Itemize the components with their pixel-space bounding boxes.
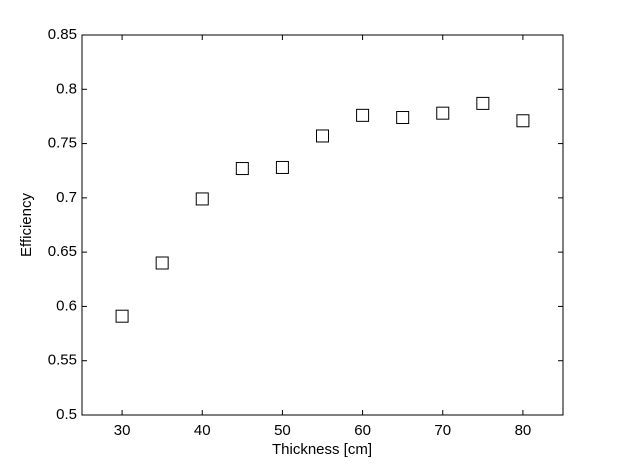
marker bbox=[516, 114, 530, 128]
x-tick-label: 50 bbox=[274, 422, 291, 439]
marker bbox=[356, 108, 370, 122]
plot-frame bbox=[81, 34, 564, 416]
marker bbox=[155, 256, 169, 270]
y-tick-label: 0.85 bbox=[48, 26, 77, 43]
y-tick-label: 0.75 bbox=[48, 135, 77, 152]
y-tick-label: 0.5 bbox=[56, 406, 77, 423]
y-tick-label: 0.55 bbox=[48, 352, 77, 369]
y-axis-label: Efficiency bbox=[18, 193, 35, 257]
marker bbox=[476, 96, 490, 110]
marker bbox=[396, 111, 410, 125]
x-tick-label: 70 bbox=[434, 422, 451, 439]
x-axis-label: Thickness [cm] bbox=[272, 441, 372, 458]
x-tick-label: 30 bbox=[114, 422, 131, 439]
x-tick-label: 40 bbox=[194, 422, 211, 439]
y-tick-label: 0.6 bbox=[56, 297, 77, 314]
marker bbox=[275, 160, 289, 174]
y-tick-label: 0.65 bbox=[48, 243, 77, 260]
x-tick-label: 60 bbox=[354, 422, 371, 439]
marker bbox=[316, 129, 329, 143]
y-tick-label: 0.7 bbox=[56, 189, 77, 206]
marker bbox=[235, 162, 249, 176]
marker bbox=[436, 106, 450, 120]
marker bbox=[195, 192, 209, 206]
x-tick-label: 80 bbox=[515, 422, 532, 439]
y-tick-label: 0.8 bbox=[56, 80, 77, 97]
marker bbox=[115, 309, 129, 323]
